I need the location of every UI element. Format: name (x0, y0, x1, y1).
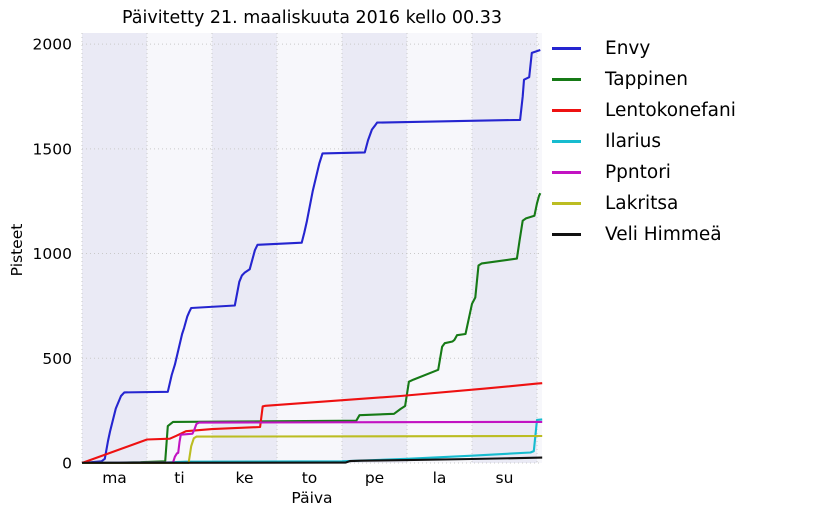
legend-line-swatch (552, 78, 581, 81)
legend-line-swatch (552, 233, 581, 236)
day-band (82, 33, 147, 463)
chart-title: Päivitetty 21. maaliskuuta 2016 kello 00… (122, 8, 502, 28)
legend-label: Ppntori (605, 162, 671, 183)
series-line-ppntori (81, 420, 543, 465)
series-line-veli-himme- (81, 456, 543, 464)
x-axis-label: Päiva (291, 489, 333, 507)
legend-item-ppntori: Ppntori (552, 157, 736, 188)
day-band (277, 33, 342, 463)
day-band (342, 33, 407, 463)
series-line-envy (81, 49, 541, 465)
day-band (407, 33, 472, 463)
y-tick-label: 0 (62, 455, 72, 473)
legend-label: Veli Himmeä (605, 224, 722, 245)
legend-line-swatch (552, 202, 581, 205)
legend-line-swatch (552, 109, 581, 112)
y-tick-label: 1500 (33, 140, 72, 158)
legend-item-ilarius: Ilarius (552, 126, 736, 157)
legend-label: Lakritsa (605, 193, 679, 214)
legend-label: Envy (605, 38, 651, 59)
x-tick-label: to (302, 469, 318, 487)
y-tick-label: 1000 (33, 245, 72, 263)
y-tick-label: 2000 (33, 36, 72, 54)
legend: Envy Tappinen Lentokonefani Ilarius Ppntori L… (552, 33, 736, 250)
legend-label: Ilarius (605, 131, 662, 152)
legend-item-lakritsa: Lakritsa (552, 188, 736, 219)
y-tick-label: 500 (42, 350, 72, 368)
x-tick-label: ma (102, 469, 127, 487)
legend-line-swatch (552, 140, 581, 143)
legend-item-veli-himme-: Veli Himmeä (552, 219, 736, 250)
legend-item-envy: Envy (552, 33, 736, 64)
day-band (212, 33, 277, 463)
series-line-lentokonefani (81, 382, 543, 464)
day-band (147, 33, 212, 463)
x-tick-label: ke (236, 469, 254, 487)
legend-item-lentokonefani: Lentokonefani (552, 95, 736, 126)
day-band (472, 33, 537, 463)
y-axis-label: Pisteet (8, 223, 26, 277)
legend-item-tappinen: Tappinen (552, 64, 736, 95)
legend-line-swatch (552, 47, 581, 50)
legend-line-swatch (552, 171, 581, 174)
legend-label: Lentokonefani (605, 100, 736, 121)
x-tick-label: la (433, 469, 447, 487)
legend-label: Tappinen (605, 69, 689, 90)
day-band (537, 33, 542, 463)
x-tick-label: pe (365, 469, 384, 487)
series-line-tappinen (81, 192, 542, 465)
x-tick-label: su (496, 469, 514, 487)
x-tick-label: ti (174, 469, 184, 487)
